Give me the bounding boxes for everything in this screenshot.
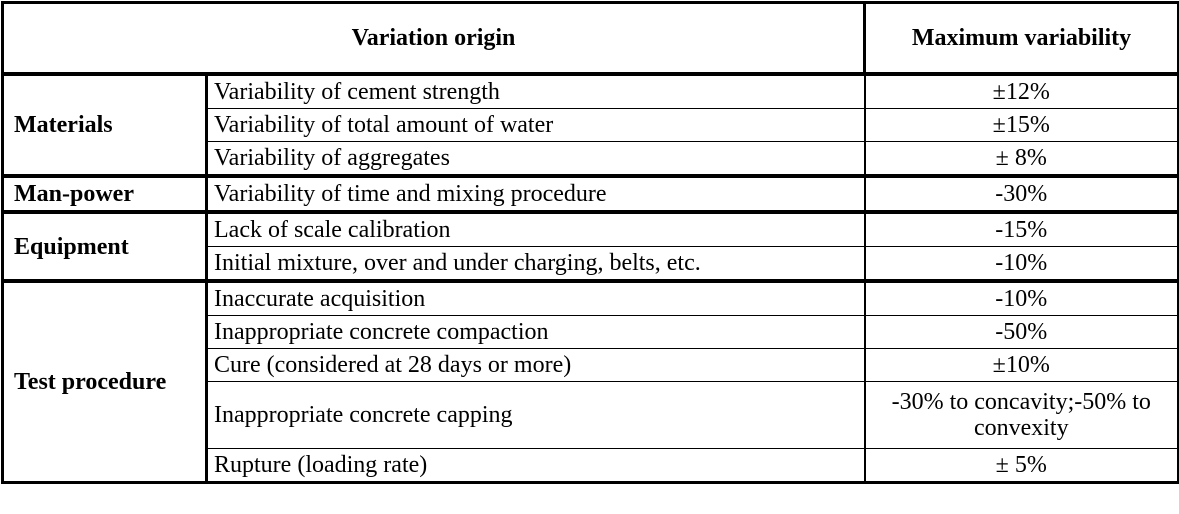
max-cell: -50% xyxy=(863,315,1179,349)
table-row: Rupture (loading rate) ± 5% xyxy=(3,448,1179,483)
table-row: Variability of total amount of water ±15% xyxy=(3,108,1179,142)
group-cell: Test procedure xyxy=(2,279,208,483)
max-cell: -15% xyxy=(863,210,1179,247)
origin-cell: Initial mixture, over and under charging… xyxy=(205,246,866,282)
group-cell: Man-power xyxy=(2,174,208,213)
max-cell: ± 8% xyxy=(863,141,1179,177)
max-cell: ±12% xyxy=(863,72,1179,109)
variability-table: Variation origin Maximum variability Mat… xyxy=(1,1,1179,484)
table-row: Test procedure Inaccurate acquisition -10% xyxy=(2,279,1179,483)
table-row: Equipment Lack of scale calibration -15% xyxy=(2,210,1179,282)
header-cell: Maximum variability xyxy=(864,2,1179,76)
table-row: Man-power Variability of time and mixing … xyxy=(2,174,1179,213)
table-row: Cure (considered at 28 days or more) ±10% xyxy=(3,348,1179,382)
max-cell: -30% xyxy=(863,174,1179,213)
max-cell: ± 5% xyxy=(863,448,1179,483)
origin-cell: Variability of aggregates xyxy=(205,141,866,177)
table-body: Materials Variability of cement strength ±… xyxy=(2,72,1179,483)
max-cell: -10% xyxy=(863,279,1179,316)
header-cell: Variation origin xyxy=(1,2,867,76)
origin-cell: Inaccurate acquisition xyxy=(205,279,866,316)
origin-cell: Cure (considered at 28 days or more) xyxy=(205,348,866,382)
header-row: Variation origin Maximum variability xyxy=(1,2,1179,76)
origin-cell: Variability of time and mixing procedure xyxy=(205,174,866,213)
group-cell: Equipment xyxy=(2,210,208,282)
max-cell: ±15% xyxy=(863,108,1179,142)
origin-cell: Variability of cement strength xyxy=(205,72,866,109)
origin-cell: Inappropriate concrete capping xyxy=(205,381,866,449)
max-cell: -10% xyxy=(863,246,1179,282)
origin-cell: Inappropriate concrete compaction xyxy=(205,315,866,349)
table-row: Inappropriate concrete capping -30% to co… xyxy=(3,381,1179,449)
origin-cell: Variability of total amount of water xyxy=(205,108,866,142)
origin-cell: Rupture (loading rate) xyxy=(205,448,866,483)
max-cell: ±10% xyxy=(863,348,1179,382)
table-row: Materials Variability of cement strength ±… xyxy=(2,72,1179,177)
group-cell: Materials xyxy=(2,72,208,177)
max-cell: -30% to concavity;-50% to convexity xyxy=(863,381,1179,449)
origin-cell: Lack of scale calibration xyxy=(205,210,866,247)
